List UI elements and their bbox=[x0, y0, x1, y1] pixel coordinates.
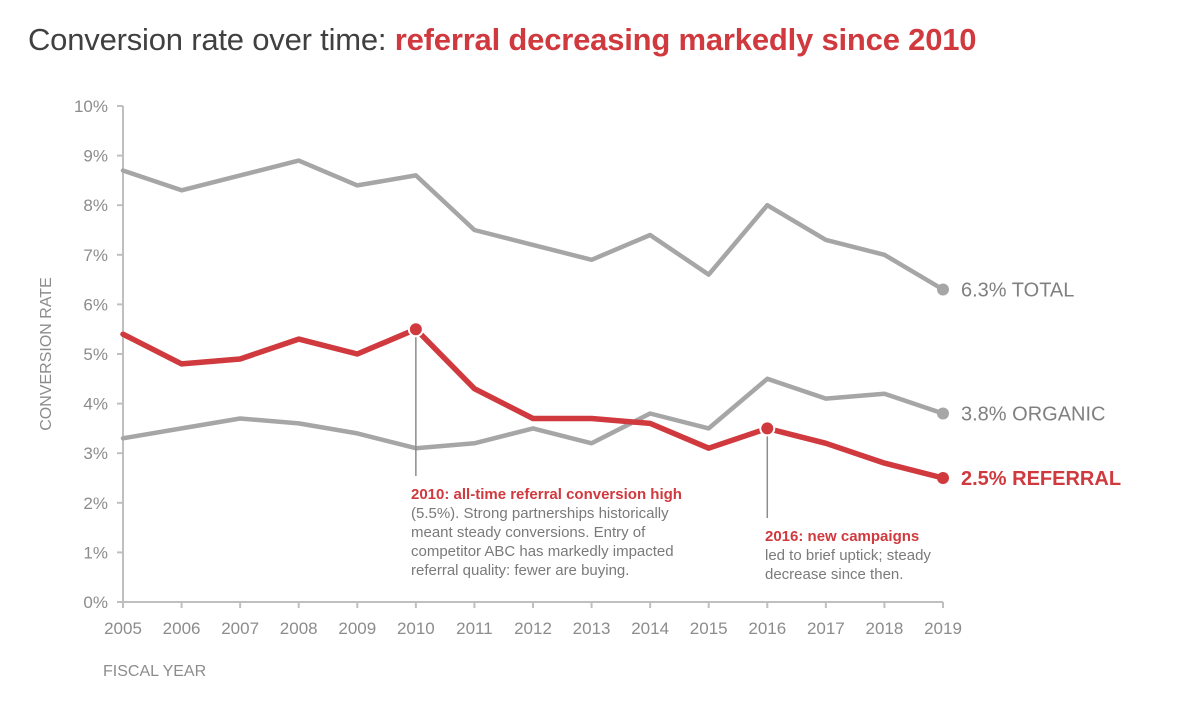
x-tick-label: 2019 bbox=[924, 619, 962, 638]
y-tick-label: 5% bbox=[83, 345, 108, 364]
x-tick-label: 2013 bbox=[573, 619, 611, 638]
annotation-2010-line: meant steady conversions. Entry of bbox=[411, 524, 646, 541]
annotation-2016: 2016: new campaigns led to brief uptick;… bbox=[765, 527, 1005, 584]
y-tick-label: 9% bbox=[83, 147, 108, 166]
x-tick-label: 2014 bbox=[631, 619, 669, 638]
x-tick-label: 2012 bbox=[514, 619, 552, 638]
y-tick-label: 8% bbox=[83, 196, 108, 215]
x-tick-label: 2017 bbox=[807, 619, 845, 638]
annotation-2010-heading: 2010: all-time referral conversion high bbox=[411, 486, 682, 503]
annotation-2016-line: led to brief uptick; steady bbox=[765, 547, 931, 564]
y-tick-label: 7% bbox=[83, 246, 108, 265]
annotation-2010: 2010: all-time referral conversion high … bbox=[411, 485, 771, 580]
y-tick-label: 4% bbox=[83, 395, 108, 414]
x-tick-label: 2011 bbox=[456, 619, 493, 638]
x-tick-label: 2016 bbox=[748, 619, 786, 638]
end-marker-total bbox=[937, 283, 949, 296]
series-line-referral bbox=[120, 326, 946, 481]
y-tick-label: 6% bbox=[83, 295, 108, 314]
chart-title: Conversion rate over time: referral decr… bbox=[28, 22, 977, 58]
chart-title-highlight: referral decreasing markedly since 2010 bbox=[394, 22, 977, 57]
axes: 0% 1% 2% 3% 4% 5% 6% 7% 8% 9% 10% 2005 2006 2007 2008 2… bbox=[74, 97, 962, 638]
annotation-leaders bbox=[415, 329, 769, 518]
y-tick-label: 1% bbox=[83, 543, 108, 562]
end-marker-organic bbox=[937, 407, 949, 420]
y-tick-label: 10% bbox=[74, 97, 108, 116]
annotation-2016-heading: 2016: new campaigns bbox=[765, 528, 920, 545]
annotation-2016-line: decrease since then. bbox=[765, 566, 904, 583]
x-axis-title: FISCAL YEAR bbox=[103, 663, 206, 680]
y-axis-title: CONVERSION RATE bbox=[38, 277, 55, 431]
end-label-total: 6.3% TOTAL bbox=[961, 280, 1074, 302]
series-lines bbox=[120, 158, 946, 481]
series-line-total bbox=[120, 158, 946, 292]
series-markers bbox=[407, 283, 949, 484]
y-tick-label: 3% bbox=[83, 444, 108, 463]
annotation-2010-line: competitor ABC has markedly impacted bbox=[411, 543, 674, 560]
annotation-marker-2010 bbox=[407, 321, 424, 338]
y-tick-label: 0% bbox=[83, 593, 108, 612]
annotation-marker-2016 bbox=[759, 420, 776, 437]
x-tick-label: 2005 bbox=[104, 619, 142, 638]
x-tick-label: 2018 bbox=[866, 619, 904, 638]
series-line-organic bbox=[120, 376, 946, 451]
x-tick-label: 2008 bbox=[280, 619, 318, 638]
annotation-2010-line: (5.5%). Strong partnerships historically bbox=[411, 505, 669, 522]
x-tick-label: 2015 bbox=[690, 619, 728, 638]
end-marker-referral bbox=[937, 472, 949, 484]
y-tick-label: 2% bbox=[83, 494, 108, 513]
x-tick-label: 2010 bbox=[397, 619, 435, 638]
end-label-referral: 2.5% REFERRAL bbox=[961, 468, 1121, 490]
end-label-organic: 3.8% ORGANIC bbox=[961, 404, 1105, 426]
x-tick-label: 2007 bbox=[221, 619, 259, 638]
end-labels: 6.3% TOTAL 3.8% ORGANIC 2.5% REFERRAL bbox=[961, 280, 1121, 490]
annotation-2010-line: referral quality: fewer are buying. bbox=[411, 562, 630, 579]
x-tick-label: 2009 bbox=[338, 619, 376, 638]
chart-title-prefix: Conversion rate over time: bbox=[28, 22, 395, 57]
x-tick-label: 2006 bbox=[163, 619, 201, 638]
